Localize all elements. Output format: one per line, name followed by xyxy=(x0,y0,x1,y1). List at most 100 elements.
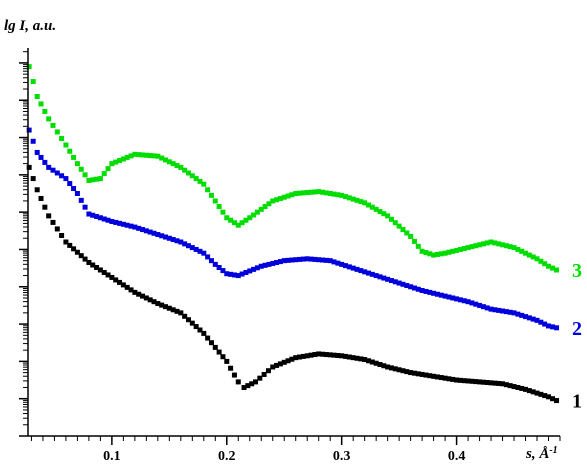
data-point xyxy=(331,191,337,197)
data-point xyxy=(140,293,146,299)
data-point xyxy=(151,230,157,236)
data-point xyxy=(316,257,322,263)
data-point xyxy=(239,220,245,226)
data-point xyxy=(300,353,306,359)
data-point xyxy=(26,164,32,170)
x-axis-label-sup: -1 xyxy=(549,445,557,456)
data-point xyxy=(312,256,318,262)
data-point xyxy=(208,192,214,198)
data-point xyxy=(327,352,333,358)
data-point xyxy=(496,241,502,247)
data-point xyxy=(30,79,36,85)
data-point xyxy=(285,193,291,199)
data-point xyxy=(400,281,406,287)
data-point xyxy=(71,246,77,252)
data-point xyxy=(526,315,532,321)
data-point xyxy=(297,190,303,196)
data-point xyxy=(408,284,414,290)
data-point xyxy=(109,161,115,167)
data-point xyxy=(365,270,371,276)
data-point xyxy=(261,371,267,377)
x-axis-label: s, Å-1 xyxy=(525,445,558,463)
data-point xyxy=(488,306,494,312)
data-point xyxy=(128,153,134,159)
data-point xyxy=(442,293,448,299)
data-point xyxy=(427,289,433,295)
data-point xyxy=(97,176,103,182)
data-point xyxy=(265,368,271,374)
data-point xyxy=(117,279,123,285)
data-point xyxy=(86,177,92,183)
data-point xyxy=(530,316,536,322)
data-point xyxy=(220,354,226,360)
data-point xyxy=(178,164,184,170)
data-point xyxy=(166,159,172,165)
data-point xyxy=(484,380,490,386)
data-point xyxy=(538,258,544,264)
data-point xyxy=(480,304,486,310)
data-point xyxy=(208,258,214,264)
data-point xyxy=(362,200,368,206)
data-point xyxy=(400,227,406,233)
data-point xyxy=(205,335,211,341)
data-point xyxy=(415,243,421,249)
data-point xyxy=(174,238,180,244)
data-point xyxy=(120,221,126,227)
data-point xyxy=(362,357,368,363)
data-point xyxy=(377,361,383,367)
data-point xyxy=(427,373,433,379)
data-point xyxy=(54,129,60,135)
data-point xyxy=(554,325,560,331)
data-point xyxy=(354,355,360,361)
data-point xyxy=(67,242,73,248)
data-point xyxy=(377,274,383,280)
data-point xyxy=(281,359,287,365)
data-point xyxy=(189,245,195,251)
data-point xyxy=(473,379,479,385)
data-point xyxy=(151,299,157,305)
data-point xyxy=(247,215,253,221)
data-point xyxy=(163,234,169,240)
series-1: 1 xyxy=(26,164,582,413)
data-point xyxy=(293,191,299,196)
data-point xyxy=(193,246,199,252)
data-point xyxy=(235,222,241,228)
data-point xyxy=(419,371,425,377)
data-point xyxy=(270,260,276,266)
data-point xyxy=(124,284,130,290)
data-point xyxy=(90,262,96,268)
data-point xyxy=(258,263,264,269)
data-point xyxy=(454,377,460,383)
data-point xyxy=(358,268,364,274)
data-point xyxy=(185,317,191,323)
data-point xyxy=(241,385,247,390)
data-point xyxy=(500,242,506,248)
data-point xyxy=(132,151,138,157)
data-point xyxy=(346,354,352,360)
data-point xyxy=(477,242,483,248)
data-point xyxy=(266,201,272,207)
data-point xyxy=(281,258,287,264)
data-point xyxy=(293,355,299,361)
data-point xyxy=(151,153,157,159)
data-point xyxy=(457,246,463,252)
data-point xyxy=(446,249,452,255)
data-point xyxy=(170,161,176,167)
data-point xyxy=(174,308,180,314)
data-point xyxy=(174,163,180,169)
data-point xyxy=(339,353,345,359)
series-3: 3 xyxy=(26,64,582,282)
data-point xyxy=(304,256,310,262)
data-point xyxy=(228,271,234,277)
data-point xyxy=(323,352,329,358)
data-point xyxy=(270,198,276,204)
data-point xyxy=(503,309,509,315)
data-point xyxy=(163,157,169,163)
data-point xyxy=(496,380,502,386)
data-point xyxy=(50,167,56,173)
data-point xyxy=(492,380,498,386)
data-point xyxy=(335,352,341,358)
data-point xyxy=(26,127,32,133)
data-point xyxy=(392,366,398,372)
data-point xyxy=(392,279,398,285)
